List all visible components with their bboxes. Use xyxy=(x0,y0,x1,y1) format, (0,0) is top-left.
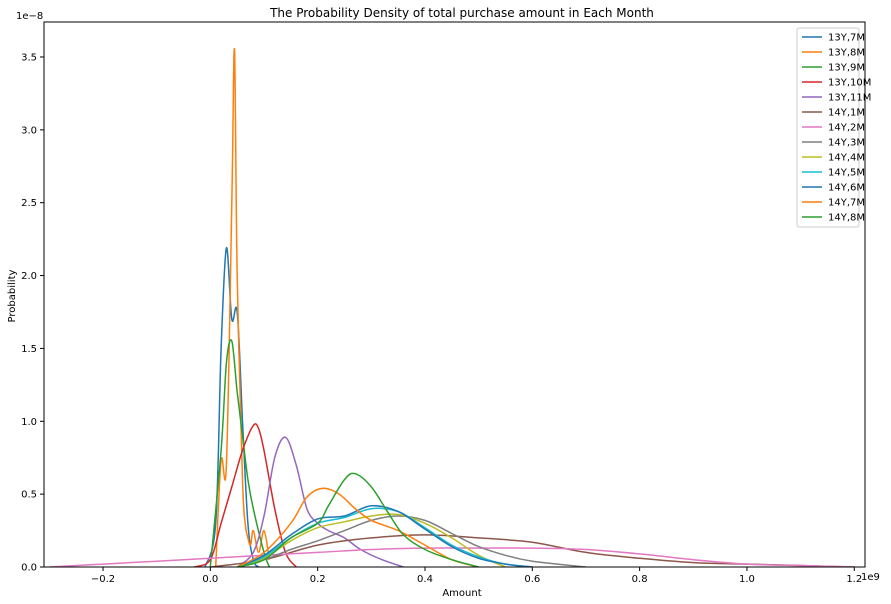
x-tick-label: 0.6 xyxy=(524,574,540,585)
x-tick-label: 0.8 xyxy=(632,574,648,585)
series-line-14y-7m xyxy=(236,487,479,567)
legend: 13Y,7M 13Y,8M 13Y,9M 13Y,10M 13Y,11M 14Y,1M 14… xyxy=(796,27,871,228)
legend-label: 13Y,9M xyxy=(828,63,865,74)
x-tick-label: 0.4 xyxy=(417,574,433,585)
series-line-14y-1m xyxy=(210,534,855,567)
plot-frame xyxy=(43,21,866,568)
x-tick-label: 0.0 xyxy=(202,574,218,585)
series-line-14y-4m xyxy=(236,513,506,567)
series-line-14y-2m xyxy=(49,547,855,567)
y-tick-label: 0.5 xyxy=(21,490,37,501)
x-tick-label: 1.2 xyxy=(846,574,862,585)
y-tick-label: 1.5 xyxy=(21,344,37,355)
x-scale-label: 1e9 xyxy=(861,572,880,583)
axis-layer: −0.2 0.0 0.2 0.4 0.6 0.8 1.0 1.2 0.0 0.5 1.0 1.5 2.0… xyxy=(21,52,862,585)
x-tick-label: 1.0 xyxy=(739,574,755,585)
x-axis-label: Amount xyxy=(442,588,481,599)
x-tick-label: 0.2 xyxy=(310,574,326,585)
legend-label: 14Y,4M xyxy=(828,153,865,164)
legend-label: 14Y,2M xyxy=(828,123,865,134)
legend-label: 13Y,10M xyxy=(828,78,871,89)
y-axis-label: Probability xyxy=(7,269,18,322)
legend-label: 14Y,1M xyxy=(828,108,865,119)
y-tick-label: 3.5 xyxy=(21,52,37,63)
y-tick-label: 2.0 xyxy=(21,271,37,282)
y-scale-label: 1e−8 xyxy=(16,11,43,22)
series-line-14y-3m xyxy=(237,515,587,567)
series-line-13y-7m xyxy=(204,247,260,567)
series-line-13y-8m xyxy=(214,47,271,567)
series-line-14y-8m xyxy=(237,472,479,567)
legend-label: 14Y,8M xyxy=(828,213,865,224)
y-tick-label: 1.0 xyxy=(21,417,37,428)
legend-label: 13Y,8M xyxy=(828,48,865,59)
legend-label: 13Y,7M xyxy=(828,33,865,44)
chart-title: The Probability Density of total purchas… xyxy=(269,6,654,20)
legend-frame xyxy=(796,27,860,228)
x-tick-label: −0.2 xyxy=(91,574,115,585)
legend-label: 14Y,3M xyxy=(828,138,865,149)
series-line-13y-9m xyxy=(209,339,271,567)
legend-label: 14Y,7M xyxy=(828,198,865,209)
series-line-13y-10m xyxy=(193,423,297,567)
legend-label: 13Y,11M xyxy=(828,93,871,104)
series-layer xyxy=(49,47,855,567)
legend-label: 14Y,6M xyxy=(828,183,865,194)
y-tick-label: 3.0 xyxy=(21,125,37,136)
legend-label: 14Y,5M xyxy=(828,168,865,179)
y-tick-label: 2.5 xyxy=(21,198,37,209)
y-tick-label: 0.0 xyxy=(21,563,37,574)
